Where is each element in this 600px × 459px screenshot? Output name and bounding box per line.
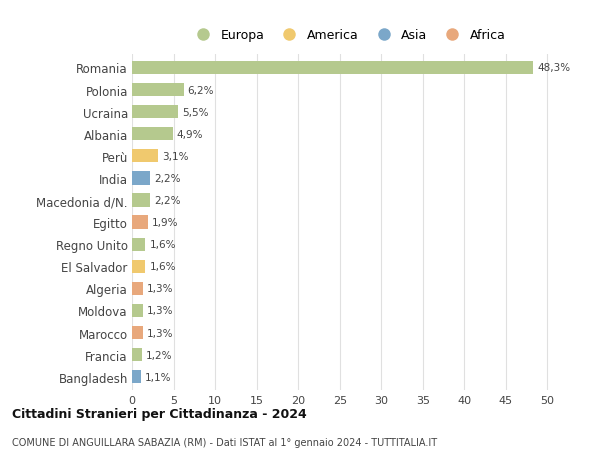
Text: 5,5%: 5,5%: [182, 107, 208, 118]
Text: 1,3%: 1,3%: [147, 306, 173, 316]
Text: 48,3%: 48,3%: [538, 63, 571, 73]
Text: 6,2%: 6,2%: [188, 85, 214, 95]
Bar: [132, 84, 184, 97]
Bar: [132, 150, 158, 163]
Bar: [132, 282, 143, 295]
Bar: [132, 172, 150, 185]
Bar: [132, 128, 173, 141]
Bar: [132, 326, 143, 340]
Text: 1,3%: 1,3%: [147, 284, 173, 294]
Bar: [132, 238, 145, 251]
Text: 1,1%: 1,1%: [145, 372, 172, 382]
Text: 2,2%: 2,2%: [154, 174, 181, 184]
Bar: [132, 216, 148, 229]
Bar: [132, 370, 141, 384]
Bar: [132, 62, 533, 75]
Text: 1,3%: 1,3%: [147, 328, 173, 338]
Text: 4,9%: 4,9%: [177, 129, 203, 140]
Text: 3,1%: 3,1%: [162, 151, 188, 162]
Bar: [132, 260, 145, 273]
Text: 1,9%: 1,9%: [152, 218, 178, 228]
Text: Cittadini Stranieri per Cittadinanza - 2024: Cittadini Stranieri per Cittadinanza - 2…: [12, 407, 307, 420]
Text: 1,6%: 1,6%: [149, 240, 176, 250]
Bar: [132, 348, 142, 362]
Bar: [132, 304, 143, 318]
Text: 1,6%: 1,6%: [149, 262, 176, 272]
Bar: [132, 106, 178, 119]
Bar: [132, 194, 150, 207]
Text: COMUNE DI ANGUILLARA SABAZIA (RM) - Dati ISTAT al 1° gennaio 2024 - TUTTITALIA.I: COMUNE DI ANGUILLARA SABAZIA (RM) - Dati…: [12, 437, 437, 448]
Legend: Europa, America, Asia, Africa: Europa, America, Asia, Africa: [190, 29, 506, 42]
Text: 1,2%: 1,2%: [146, 350, 173, 360]
Text: 2,2%: 2,2%: [154, 196, 181, 206]
